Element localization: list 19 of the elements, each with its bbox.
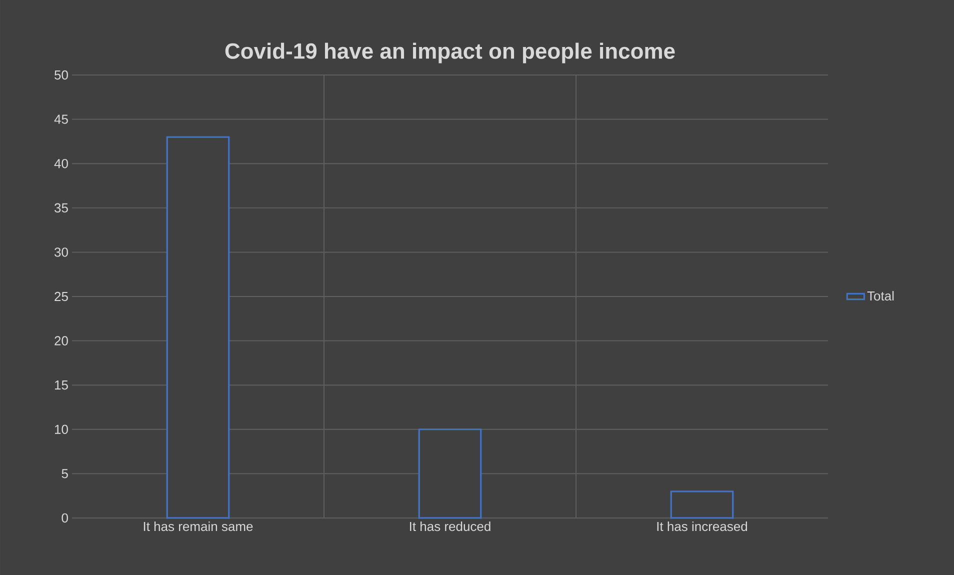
bar <box>670 490 734 519</box>
bar <box>166 136 230 519</box>
y-tick-label: 45 <box>54 114 68 124</box>
y-tick-label: 40 <box>54 158 68 168</box>
y-tick-label: 15 <box>55 380 68 390</box>
chart-title: Covid-19 have an impact on people income <box>225 42 675 64</box>
y-tick-label: 50 <box>54 70 68 80</box>
y-tick-label: 25 <box>54 292 68 302</box>
x-tick-label: It has increased <box>657 522 748 532</box>
y-tick-label: 35 <box>54 203 68 212</box>
x-tick-label: It has remain same <box>144 522 253 532</box>
y-tick-label: 5 <box>62 469 68 478</box>
x-tick-label: It has reduced <box>410 522 490 532</box>
bar <box>418 428 482 519</box>
y-tick-label: 10 <box>55 424 68 434</box>
legend-label: Total <box>867 291 894 301</box>
y-tick-label: 20 <box>54 336 68 346</box>
y-tick-label: 0 <box>62 513 68 523</box>
y-tick-label: 30 <box>54 248 68 257</box>
